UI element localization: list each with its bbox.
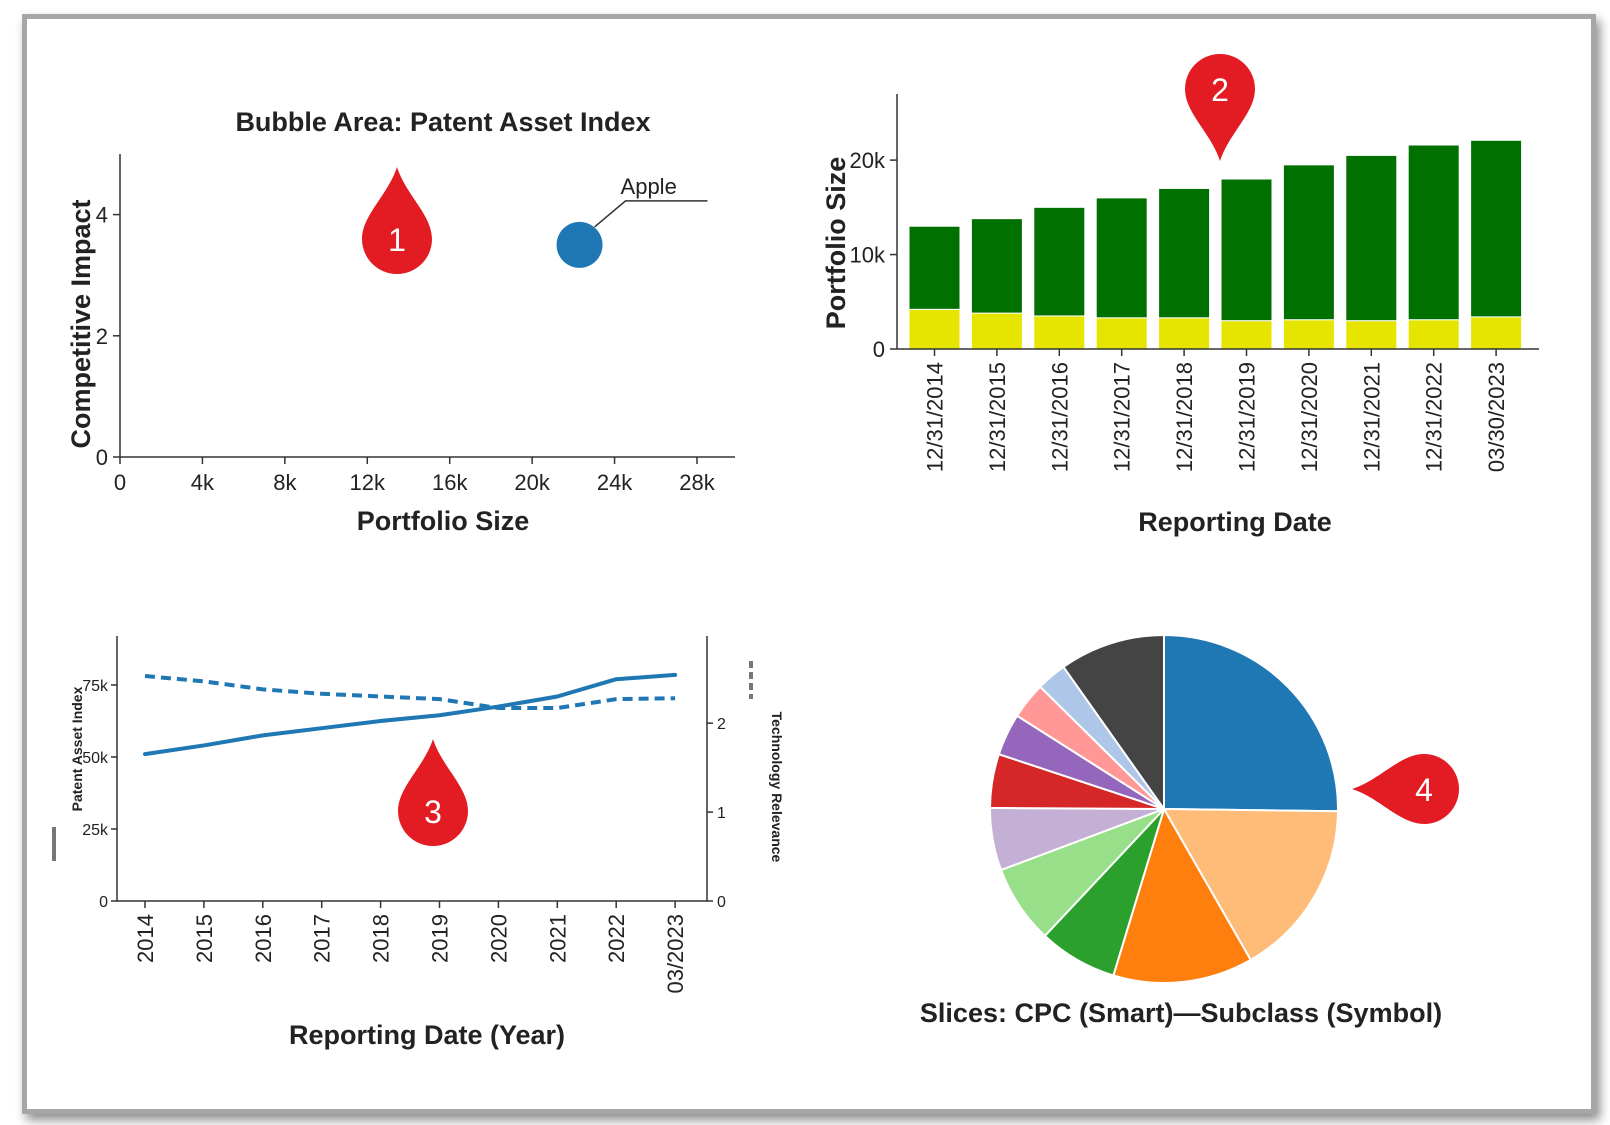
line-chart-y2label: Technology Relevance	[769, 712, 785, 863]
bar-segment	[908, 225, 961, 310]
bubble-point-label: Apple	[621, 174, 677, 199]
line-x-tick-label: 2016	[251, 914, 276, 963]
line-series-patent-asset-index	[143, 672, 678, 757]
line-y2-tick-label: 1	[717, 805, 726, 822]
callout-marker-shape	[1185, 54, 1255, 161]
bar-y-tick-label: 20k	[850, 148, 886, 173]
bubble-x-tick-label: 24k	[597, 470, 633, 495]
bar-x-tick-label: 12/31/2016	[1047, 362, 1072, 472]
stacked-bar-chart: Reporting Date Portfolio Size 0 10k 20k 12/…	[821, 94, 1539, 537]
bar-x-tick-label: 12/31/2018	[1172, 362, 1197, 472]
bar-segment	[1220, 178, 1273, 322]
callout-marker-2: 2	[1185, 54, 1255, 161]
line-x-tick-label: 2017	[310, 914, 335, 963]
bar-x-tick-label: 12/31/2019	[1235, 362, 1260, 472]
callout-marker-4: 4	[1352, 754, 1459, 824]
bar-segment	[1282, 164, 1335, 321]
bar-segment	[1033, 315, 1086, 350]
line-y-tick-label: 0	[99, 894, 108, 911]
bar-chart-ylabel: Portfolio Size	[821, 157, 851, 330]
bar-x-tick-label: 12/31/2021	[1359, 362, 1384, 472]
bar-segment	[1158, 187, 1211, 319]
callout-marker-shape	[362, 167, 432, 274]
line-x-tick-label: 2021	[545, 914, 570, 963]
bar-x-tick-label: 12/31/2017	[1110, 362, 1135, 472]
bar-segment	[1407, 319, 1460, 350]
callout-markers: 1 2 3 4	[362, 54, 1459, 846]
bar-chart-xlabel: Reporting Date	[1138, 507, 1332, 537]
line-series-technology-relevance	[144, 674, 676, 711]
dashboard-frame: Bubble Area: Patent Asset Index Portfoli…	[22, 14, 1596, 1114]
bubble-y-tick-label: 2	[96, 324, 108, 349]
pie-slice	[1062, 633, 1165, 813]
bubble-y-tick-label: 4	[96, 203, 108, 228]
bar-segment	[1158, 317, 1211, 350]
bar-segment	[1282, 319, 1335, 350]
bar-segment	[908, 308, 961, 350]
bubble-x-tick-label: 4k	[191, 470, 215, 495]
line-x-tick-label: 2014	[133, 914, 158, 963]
callout-marker-label: 4	[1415, 772, 1433, 808]
bubble-label-leader	[594, 200, 708, 228]
bubble-x-tick-label: 20k	[514, 470, 550, 495]
line-chart-xlabel: Reporting Date (Year)	[289, 1020, 565, 1050]
line-x-tick-label: 03/2023	[663, 914, 688, 994]
line-x-tick-label: 2018	[369, 914, 394, 963]
callout-marker-label: 2	[1211, 72, 1229, 108]
line-y2-tick-label: 2	[717, 716, 726, 733]
callout-marker-shape	[398, 739, 468, 846]
bar-segment	[1095, 317, 1148, 350]
line-x-tick-label: 2019	[428, 914, 453, 963]
bubble-x-tick-label: 12k	[350, 470, 386, 495]
bar-segment	[1470, 139, 1523, 318]
bar-segment	[970, 218, 1023, 314]
line-x-tick-label: 2015	[192, 914, 217, 963]
callout-marker-label: 3	[424, 794, 442, 830]
pie-slice	[1162, 807, 1340, 962]
bubble-chart-ylabel: Competitive Impact	[66, 199, 96, 448]
bar-segment	[1470, 316, 1523, 350]
bar-segment	[1220, 320, 1273, 350]
bubble-chart-xlabel: Portfolio Size	[357, 506, 530, 536]
callout-marker-label: 1	[388, 222, 406, 258]
bubble-chart: Bubble Area: Patent Asset Index Portfoli…	[66, 107, 735, 536]
bubble-chart-title: Bubble Area: Patent Asset Index	[235, 107, 650, 137]
pie-slice	[1163, 633, 1339, 813]
line-y2-tick-label: 0	[717, 894, 726, 911]
line-y-tick-label: 25k	[82, 822, 109, 839]
bar-segment	[1345, 154, 1398, 322]
bar-segment	[1095, 197, 1148, 319]
bubble-x-tick-label: 16k	[432, 470, 468, 495]
bar-x-tick-label: 12/31/2014	[923, 362, 948, 472]
callout-marker-3: 3	[398, 739, 468, 846]
dual-axis-line-chart: Reporting Date (Year) Patent Asset Index…	[52, 636, 785, 1050]
callout-marker-1: 1	[362, 167, 432, 274]
bar-segment	[1033, 206, 1086, 317]
pie-chart-title: Slices: CPC (Smart)—Subclass (Symbol)	[920, 998, 1442, 1028]
bar-y-tick-label: 10k	[850, 243, 886, 268]
bar-y-tick-label: 0	[873, 337, 885, 362]
pie-chart: Slices: CPC (Smart)—Subclass (Symbol)	[920, 633, 1442, 1028]
bar-x-tick-label: 12/31/2022	[1422, 362, 1447, 472]
bar-segment	[1345, 320, 1398, 350]
line-y-tick-label: 50k	[82, 750, 109, 767]
dashboard-canvas: Bubble Area: Patent Asset Index Portfoli…	[52, 54, 1539, 1050]
bar-segment	[1407, 144, 1460, 321]
bar-x-tick-label: 12/31/2020	[1297, 362, 1322, 472]
bar-x-tick-label: 03/30/2023	[1484, 362, 1509, 472]
bubble-x-tick-label: 0	[114, 470, 126, 495]
bar-x-tick-label: 12/31/2015	[985, 362, 1010, 472]
bar-segment	[970, 312, 1023, 350]
line-x-tick-label: 2020	[486, 914, 511, 963]
bubble-x-tick-label: 8k	[273, 470, 297, 495]
bubble-point	[556, 221, 603, 268]
bubble-x-tick-label: 28k	[679, 470, 715, 495]
bubble-y-tick-label: 0	[96, 445, 108, 470]
line-x-tick-label: 2022	[604, 914, 629, 963]
line-chart-ylabel: Patent Asset Index	[69, 686, 85, 811]
pie-slice	[1112, 806, 1253, 984]
callout-marker-shape	[1352, 754, 1459, 824]
line-y-tick-label: 75k	[82, 678, 109, 695]
